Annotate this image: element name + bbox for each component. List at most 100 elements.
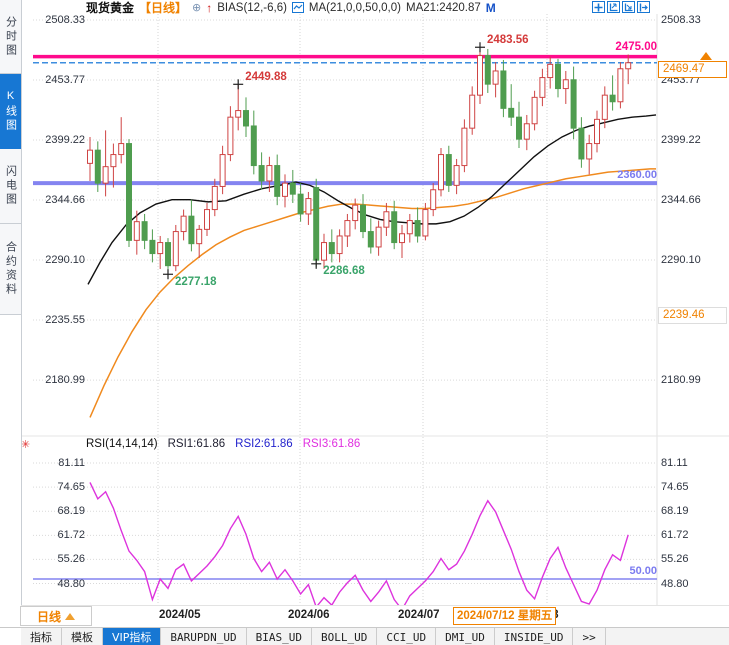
- candle-body: [500, 70, 507, 109]
- rsi-header: RSI(14,14,14) RSI1:61.86 RSI2:61.86 RSI3…: [86, 438, 360, 450]
- candle-body: [391, 211, 398, 244]
- candle-body: [102, 166, 109, 184]
- candle-body: [321, 242, 327, 261]
- candle-body: [282, 182, 288, 197]
- candle-body: [539, 77, 546, 98]
- chart-header: 现货黄金 【日线】 ⊕ ↑ BIAS(12,-6,6) MA(21,0,0,50…: [86, 0, 496, 16]
- projection-price-badge: 2239.46: [658, 307, 727, 324]
- candle-body: [492, 70, 499, 85]
- toolbar-corner: [0, 627, 21, 645]
- ma-chart-icon[interactable]: [291, 2, 304, 13]
- triangle-up-icon: [65, 612, 75, 620]
- m-indicator-label[interactable]: M: [485, 0, 496, 15]
- candle-body: [477, 55, 483, 96]
- candle-body: [266, 165, 273, 182]
- pan-right-icon[interactable]: [637, 1, 650, 13]
- chart-tools: [592, 1, 650, 13]
- candle-body: [157, 242, 164, 255]
- candle-body: [133, 221, 140, 241]
- sidebar-tab-1[interactable]: 分时图: [0, 0, 21, 74]
- candle-body: [297, 193, 304, 215]
- symbol-name: 现货黄金: [86, 1, 135, 15]
- x-axis-month-label: 2024/07: [398, 609, 440, 621]
- candle-body: [274, 165, 281, 197]
- up-arrow-icon: ↑: [206, 0, 213, 15]
- toolbar-tab-5[interactable]: BIAS_UD: [246, 628, 312, 645]
- sidebar-filler: [0, 315, 21, 645]
- candle-body: [352, 204, 359, 222]
- candle-body: [508, 107, 515, 118]
- candle-body: [414, 220, 421, 237]
- candle-body: [172, 231, 179, 267]
- candle-body: [601, 94, 608, 120]
- rsi-title[interactable]: RSI(14,14,14): [86, 438, 158, 450]
- x-axis-month-label: 2024/06: [288, 609, 330, 621]
- support-price-label: 2360.00: [617, 169, 657, 181]
- fit-x-axis-icon[interactable]: [607, 1, 620, 13]
- price-up-arrow-icon: [700, 52, 712, 60]
- candle-body: [235, 110, 242, 118]
- x-axis-month-label: 2024/05: [159, 609, 201, 621]
- candle-body: [438, 154, 444, 191]
- ma-indicator-label[interactable]: MA(21,0,0,50,0,0): [308, 1, 401, 14]
- period-label[interactable]: 【日线】: [139, 1, 188, 15]
- candle-body: [555, 63, 561, 90]
- candle-body: [469, 94, 476, 129]
- candle-body: [344, 220, 351, 237]
- candle-body: [430, 189, 437, 211]
- sidebar-tab-3[interactable]: 闪电图: [0, 149, 21, 224]
- resistance-price-label: 2475.00: [615, 41, 657, 53]
- candle-body: [188, 215, 195, 245]
- candle-body: [609, 94, 616, 103]
- bias-indicator-label[interactable]: BIAS(12,-6,6): [217, 1, 287, 14]
- candle-body: [406, 220, 413, 235]
- toolbar-tab-9[interactable]: INSIDE_UD: [494, 628, 574, 645]
- toolbar-tab-1[interactable]: 指标: [21, 628, 62, 645]
- toolbar-tab-4[interactable]: BARUPDN_UD: [161, 628, 247, 645]
- move-icon[interactable]: [592, 1, 605, 13]
- candle-body: [360, 204, 366, 233]
- candle-body: [445, 154, 452, 186]
- candle-body: [422, 209, 429, 237]
- candle-body: [547, 63, 554, 79]
- rsi-settings-icon[interactable]: ✳: [21, 439, 31, 451]
- toolbar-tab-8[interactable]: DMI_UD: [436, 628, 495, 645]
- link-circle-plus-icon[interactable]: ⊕: [192, 2, 202, 14]
- candle-body: [578, 127, 585, 160]
- candle-body: [211, 185, 218, 211]
- candle-body: [383, 211, 390, 228]
- candle-body: [141, 221, 148, 241]
- period-selector-button[interactable]: 日线: [20, 606, 92, 626]
- candle-body: [461, 127, 468, 167]
- ma21-value: MA21:2420.87: [405, 1, 481, 14]
- toolbar-tab-10[interactable]: >>: [573, 628, 606, 645]
- candle-body: [617, 68, 624, 103]
- candle-body: [399, 233, 405, 244]
- candle-body: [87, 149, 93, 164]
- candle-body: [250, 125, 257, 167]
- candle-body: [313, 187, 320, 261]
- candle-body: [453, 165, 460, 186]
- candle-body: [110, 154, 117, 168]
- sidebar-tab-2[interactable]: K线图: [0, 74, 21, 149]
- candle-body: [258, 165, 265, 182]
- candle-body: [289, 182, 296, 195]
- candle-body: [516, 116, 522, 140]
- candle-body: [562, 79, 569, 90]
- x-axis: 2024/07/12 星期五 2024/052024/062024/072024…: [21, 605, 729, 628]
- candle-body: [118, 143, 125, 156]
- candle-body: [149, 239, 156, 255]
- candle-body: [196, 228, 203, 245]
- toolbar-tab-6[interactable]: BOLL_UD: [312, 628, 378, 645]
- toolbar-tab-2[interactable]: 模板: [62, 628, 103, 645]
- candle-body: [243, 110, 249, 127]
- candle-body: [328, 242, 335, 255]
- sidebar-tab-4[interactable]: 合约资料: [0, 224, 21, 315]
- toolbar-tab-7[interactable]: CCI_UD: [377, 628, 437, 645]
- fit-y-axis-icon[interactable]: [622, 1, 635, 13]
- candle-body: [227, 116, 234, 156]
- candle-body: [367, 231, 374, 248]
- toolbar-tab-3[interactable]: VIP指标: [103, 628, 162, 645]
